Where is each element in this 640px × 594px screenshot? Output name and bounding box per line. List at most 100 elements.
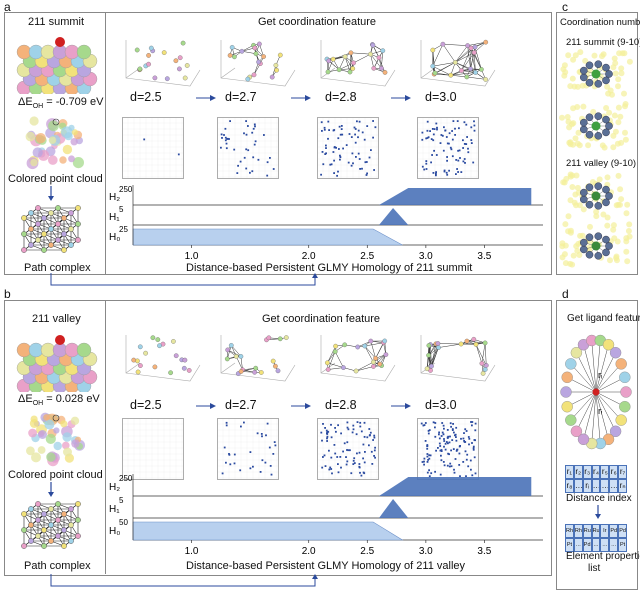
panel-letter-a: a (4, 0, 11, 14)
path-node (48, 242, 54, 248)
cloud-adsorbate (52, 118, 60, 126)
x-tick-label: 3.5 (477, 251, 491, 261)
neighbor-atom (605, 242, 613, 250)
path-node (48, 226, 54, 232)
background-atom (604, 174, 611, 181)
panel-b-frame (4, 300, 552, 576)
panel-letter-c: c (562, 0, 568, 14)
neighbor-atom (594, 60, 603, 69)
path-node (55, 517, 61, 523)
cloud-point (71, 439, 80, 448)
cloud-point (46, 452, 56, 462)
neighbor-atom (585, 130, 594, 139)
table-cell: r₁ (565, 465, 574, 479)
background-atom (565, 52, 572, 59)
cloud-point (29, 419, 39, 428)
path-node (28, 538, 34, 544)
scatter-3d-plot (125, 335, 201, 382)
neighbor-atom (594, 182, 603, 191)
homology-max-value: 50 (119, 518, 128, 527)
panel-a-energy: ΔEOH = -0.709 eV (18, 96, 104, 111)
background-atom (625, 228, 632, 234)
step-arrow (391, 95, 411, 101)
path-node (35, 237, 41, 243)
ligand-atom (570, 425, 583, 438)
background-atom (612, 60, 619, 67)
panel-b-energy: ΔEOH = 0.028 eV (18, 393, 100, 408)
ligand-atom (565, 414, 577, 426)
ligand-atom (561, 371, 573, 383)
neighbor-atom (585, 233, 594, 242)
homology-max-value: 5 (119, 496, 124, 505)
background-atom (576, 202, 583, 209)
path-node (48, 538, 54, 544)
path-node (75, 501, 81, 507)
background-atom (611, 55, 618, 62)
table-cell: r₇ (618, 465, 628, 479)
background-atom (560, 66, 567, 73)
ligand-atom (565, 358, 577, 370)
background-atom (573, 243, 580, 250)
neighbor-atom (602, 63, 610, 72)
panel-a-path-label: Path complex (24, 262, 91, 274)
h0-area (132, 521, 404, 541)
adjacency-matrix (122, 117, 184, 179)
path-node (55, 205, 61, 211)
center-atom (591, 121, 601, 131)
neighbor-atom (605, 192, 613, 200)
background-atom (618, 65, 625, 72)
path-node (68, 506, 74, 512)
cloud-point (30, 158, 38, 167)
background-atom (563, 175, 570, 182)
table-cell: … (591, 479, 601, 493)
background-atom (564, 114, 571, 120)
panel-a-path-complex (21, 205, 81, 253)
background-atom (576, 252, 583, 258)
neighbor-atom (579, 118, 588, 127)
neighbor-atom (602, 185, 610, 194)
neighbor-atom (594, 112, 603, 121)
background-atom (606, 109, 613, 116)
background-atom (570, 252, 577, 259)
background-atom (611, 112, 618, 119)
background-atom (587, 223, 593, 230)
cloud-point (71, 129, 78, 136)
background-atom (562, 221, 569, 228)
path-node (68, 522, 74, 528)
path-node (61, 527, 67, 533)
panel-b-point-cloud (26, 412, 85, 467)
x-tick-label: 2.5 (360, 546, 374, 556)
panel-a-connector-arrow (50, 273, 318, 286)
ligand-distance-label: rᵢ (598, 406, 602, 416)
neighbor-atom (602, 235, 610, 244)
neighbor-atom (602, 76, 610, 85)
adjacency-matrix (417, 117, 479, 179)
homology-dimension-label: H₀ (109, 232, 120, 243)
table-cell: Pt (618, 538, 628, 552)
path-node (61, 511, 67, 517)
background-atom (590, 108, 597, 115)
background-atom (567, 83, 574, 90)
path-node (41, 247, 47, 253)
neighbor-atom (579, 195, 588, 204)
homology-max-value: 250 (119, 474, 133, 483)
x-tick-label: 3.0 (419, 546, 433, 556)
background-atom (572, 191, 579, 198)
ligand-atom (602, 338, 615, 351)
background-atom (601, 144, 608, 151)
panel-c-title: Coordination number (560, 17, 640, 28)
panel-b-caption: Distance-based Persistent GLMY Homology … (186, 560, 466, 572)
path-node (75, 533, 81, 539)
path-node (61, 215, 67, 221)
table-cell: Ru (582, 524, 592, 538)
background-atom (607, 257, 613, 264)
path-node (61, 247, 67, 253)
path-node (55, 501, 61, 507)
cloud-point (29, 116, 39, 126)
background-atom (617, 113, 624, 120)
path-node (48, 522, 54, 528)
background-atom (561, 72, 568, 79)
path-node (35, 501, 41, 507)
path-node (21, 543, 27, 549)
